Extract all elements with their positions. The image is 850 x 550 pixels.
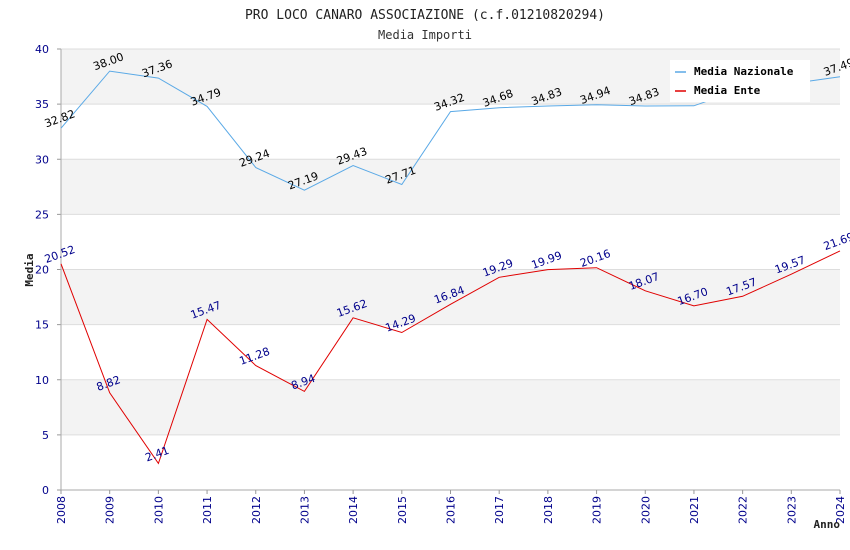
x-tick-label: 2022 — [737, 496, 750, 524]
x-tick-label: 2021 — [688, 496, 701, 524]
x-tick-label: 2023 — [785, 496, 798, 524]
legend-label-media-ente: Media Ente — [694, 84, 761, 97]
y-tick-label: 20 — [35, 264, 49, 277]
plot-band — [61, 379, 840, 435]
legend-label-media-nazionale: Media Nazionale — [694, 65, 794, 78]
y-tick-label: 25 — [35, 208, 49, 221]
x-tick-label: 2011 — [201, 496, 214, 524]
x-tick-label: 2020 — [639, 496, 652, 524]
x-axis-title: Anno — [814, 518, 841, 531]
legend-box — [670, 60, 810, 102]
x-tick-label: 2015 — [396, 496, 409, 524]
y-tick-label: 5 — [42, 429, 49, 442]
x-tick-label: 2017 — [493, 496, 506, 524]
plot-band — [61, 214, 840, 270]
y-tick-label: 0 — [42, 484, 49, 497]
plot-band — [61, 434, 840, 490]
series-line-media-ente — [60, 250, 841, 465]
plot-band — [61, 324, 840, 380]
plot-band — [61, 269, 840, 325]
x-tick-label: 2016 — [445, 496, 458, 524]
plot-band — [61, 104, 840, 160]
x-tick-label: 2013 — [298, 496, 311, 524]
x-tick-label: 2010 — [152, 496, 165, 524]
chart-subtitle: Media Importi — [378, 28, 472, 42]
y-tick-label: 10 — [35, 374, 49, 387]
chart-title: PRO LOCO CANARO ASSOCIAZIONE (c.f.012108… — [245, 8, 605, 23]
x-tick-label: 2018 — [542, 496, 555, 524]
x-tick-label: 2024 — [834, 496, 847, 524]
plot-band — [61, 159, 840, 215]
y-tick-label: 15 — [35, 319, 49, 332]
y-tick-label: 30 — [35, 153, 49, 166]
x-tick-label: 2008 — [55, 496, 68, 524]
x-tick-label: 2009 — [104, 496, 117, 524]
x-tick-label: 2019 — [591, 496, 604, 524]
x-tick-label: 2014 — [347, 496, 360, 524]
legend: Media Nazionale Media Ente — [670, 60, 810, 102]
plot-background-bands — [61, 49, 840, 490]
y-axis-title: Media — [23, 253, 36, 286]
axes — [57, 48, 841, 494]
y-tick-label: 40 — [35, 43, 49, 56]
tick-labels: 0 5 10 15 20 25 30 35 40 2008 2009 2010 2011 2012 2013… — [35, 43, 847, 524]
y-tick-label: 35 — [35, 98, 49, 111]
x-tick-label: 2012 — [250, 496, 263, 524]
